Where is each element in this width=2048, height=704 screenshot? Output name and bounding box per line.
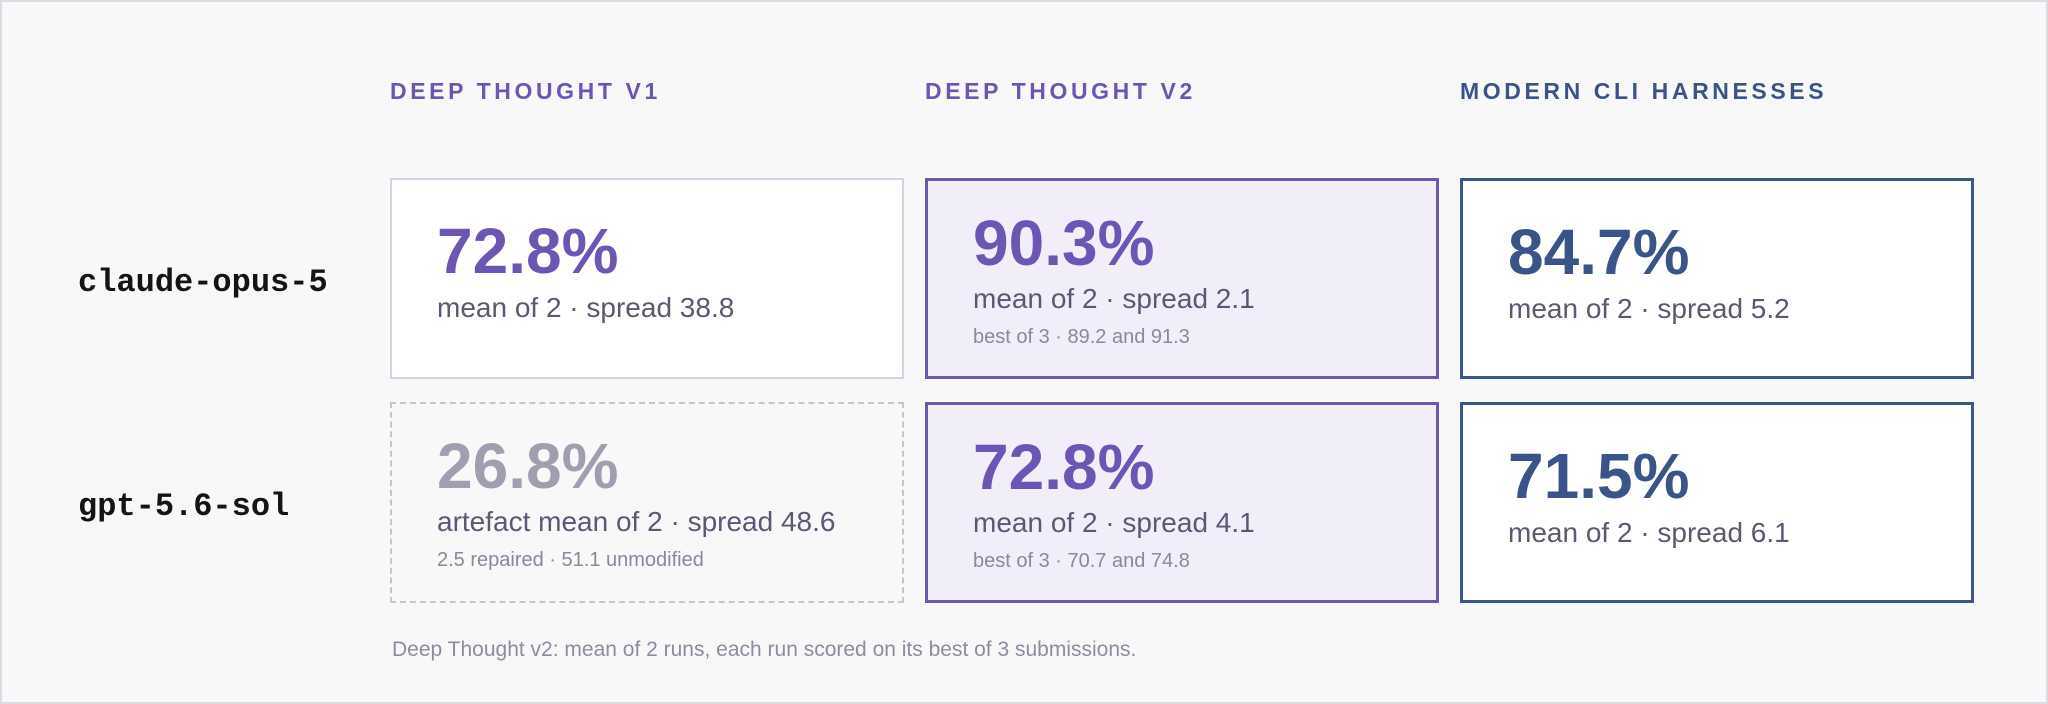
score-card-claude-cli: 84.7% mean of 2 · spread 5.2 (1460, 178, 1974, 379)
score-value: 72.8% (437, 215, 619, 287)
column-header-modern-cli-harnesses: MODERN CLI HARNESSES (1460, 78, 1828, 104)
score-value: 72.8% (973, 431, 1155, 503)
score-card-claude-v1: 72.8% mean of 2 · spread 38.8 (390, 178, 904, 379)
score-detail: mean of 2 · spread 4.1 (973, 507, 1255, 538)
score-detail: mean of 2 · spread 2.1 (973, 283, 1255, 314)
score-note: 2.5 repaired · 51.1 unmodified (437, 549, 704, 571)
row-label-claude-opus-5: claude-opus-5 (78, 264, 328, 301)
score-card-gpt-v1: 26.8% artefact mean of 2 · spread 48.6 2… (390, 402, 904, 603)
score-value: 90.3% (973, 207, 1155, 279)
score-detail: mean of 2 · spread 6.1 (1508, 517, 1790, 548)
row-label-gpt-5-6-sol: gpt-5.6-sol (78, 488, 290, 525)
score-value: 26.8% (437, 430, 619, 502)
score-card-claude-v2: 90.3% mean of 2 · spread 2.1 best of 3 ·… (925, 178, 1439, 379)
score-card-gpt-cli: 71.5% mean of 2 · spread 6.1 (1460, 402, 1974, 603)
footnote: Deep Thought v2: mean of 2 runs, each ru… (392, 638, 1137, 661)
score-card-gpt-v2: 72.8% mean of 2 · spread 4.1 best of 3 ·… (925, 402, 1439, 603)
score-note: best of 3 · 89.2 and 91.3 (973, 326, 1190, 348)
score-detail: mean of 2 · spread 5.2 (1508, 293, 1790, 324)
score-note: best of 3 · 70.7 and 74.8 (973, 550, 1190, 572)
score-detail: mean of 2 · spread 38.8 (437, 292, 735, 323)
score-value: 71.5% (1508, 440, 1690, 512)
score-detail: artefact mean of 2 · spread 48.6 (437, 506, 836, 537)
score-value: 84.7% (1508, 216, 1690, 288)
column-header-deep-thought-v1: DEEP THOUGHT V1 (390, 78, 661, 104)
column-header-deep-thought-v2: DEEP THOUGHT V2 (925, 78, 1196, 104)
